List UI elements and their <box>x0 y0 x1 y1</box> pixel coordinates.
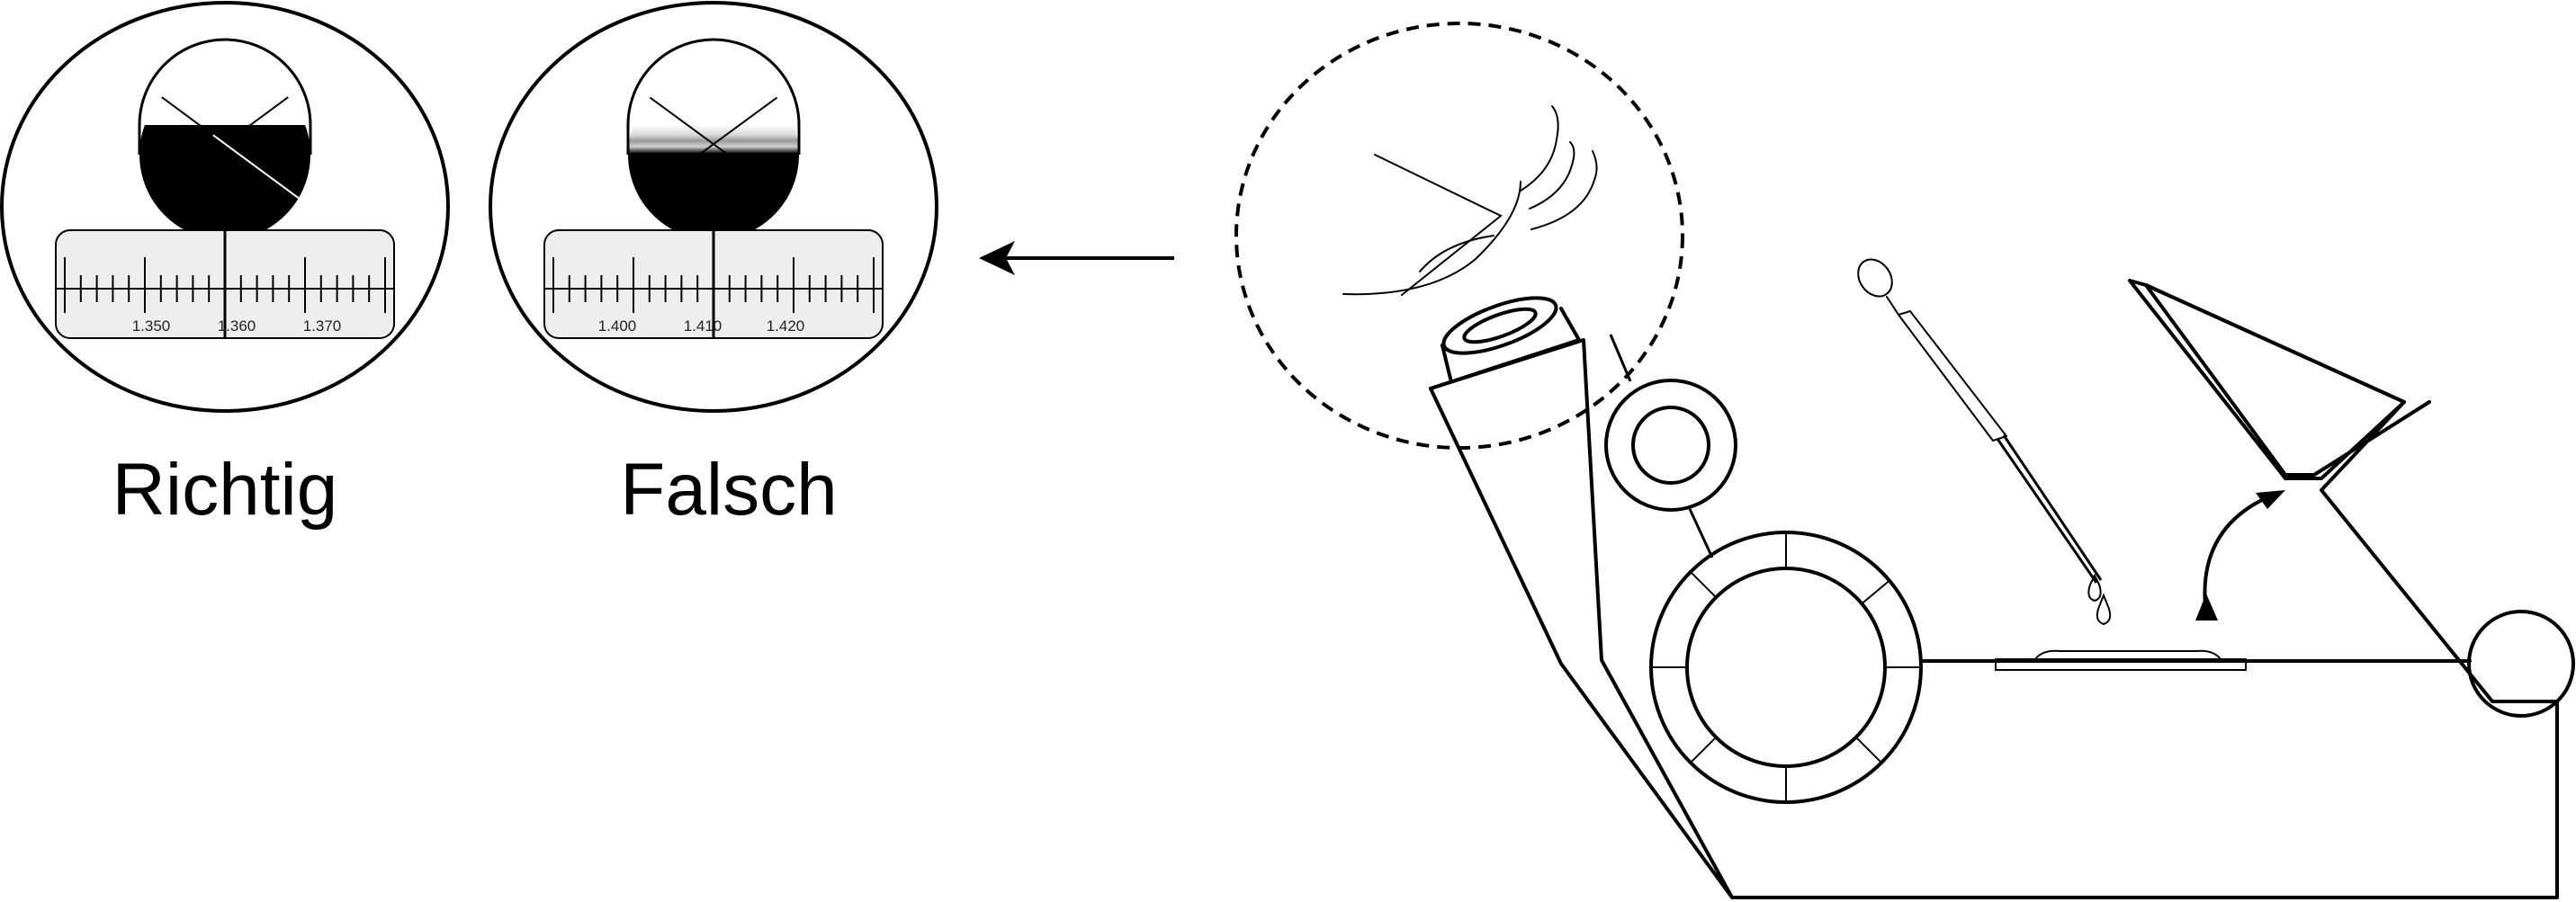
field-of-view-correct <box>138 38 312 240</box>
refractometer-icon <box>1429 279 2575 899</box>
scale-label-wrong-2: 1.410 <box>684 317 723 335</box>
field-top-arc-correct <box>138 38 312 126</box>
arrow-left-icon <box>979 241 1174 275</box>
pipette-icon <box>1857 258 2112 626</box>
sample-plate <box>1995 649 2247 671</box>
scale-wrong: 1.400 1.410 1.420 <box>543 229 884 339</box>
field-top-arc-wrong <box>626 38 801 126</box>
dial-spoke <box>1855 737 1882 764</box>
view-wrong-outline <box>489 1 938 413</box>
eye-icon <box>1342 105 1598 296</box>
dial-spoke <box>1690 737 1717 764</box>
eyepiece-tube <box>1429 338 1581 390</box>
view-correct: 1.350 1.360 1.370 Richtig <box>0 1 450 531</box>
eye-inset-outline <box>1234 22 1684 450</box>
view-wrong: 1.400 1.410 1.420 Falsch <box>489 1 938 531</box>
curved-double-arrow-icon <box>2195 490 2285 621</box>
eye-inset <box>1234 22 1684 450</box>
scale-label-correct-3: 1.370 <box>303 317 342 335</box>
field-of-view-wrong <box>626 38 801 240</box>
hinge-knob[interactable] <box>2467 610 2575 718</box>
refractometer-body <box>1429 283 2559 899</box>
measuring-dial[interactable] <box>1649 531 1923 804</box>
prism-lid <box>2128 279 2406 480</box>
eyepiece <box>1441 296 1581 380</box>
dial-spoke <box>1861 579 1890 605</box>
view-correct-outline <box>0 1 450 413</box>
scale-correct: 1.350 1.360 1.370 <box>55 229 395 339</box>
scale-label-correct-1: 1.350 <box>132 317 171 335</box>
dial-spoke <box>1690 571 1717 598</box>
scale-label-wrong-1: 1.400 <box>598 317 637 335</box>
scale-label-wrong-3: 1.420 <box>767 317 805 335</box>
scale-label-correct-2: 1.360 <box>218 317 256 335</box>
view-correct-label: Richtig <box>112 449 338 531</box>
view-wrong-label: Falsch <box>620 449 838 531</box>
small-knob <box>1604 334 1737 558</box>
